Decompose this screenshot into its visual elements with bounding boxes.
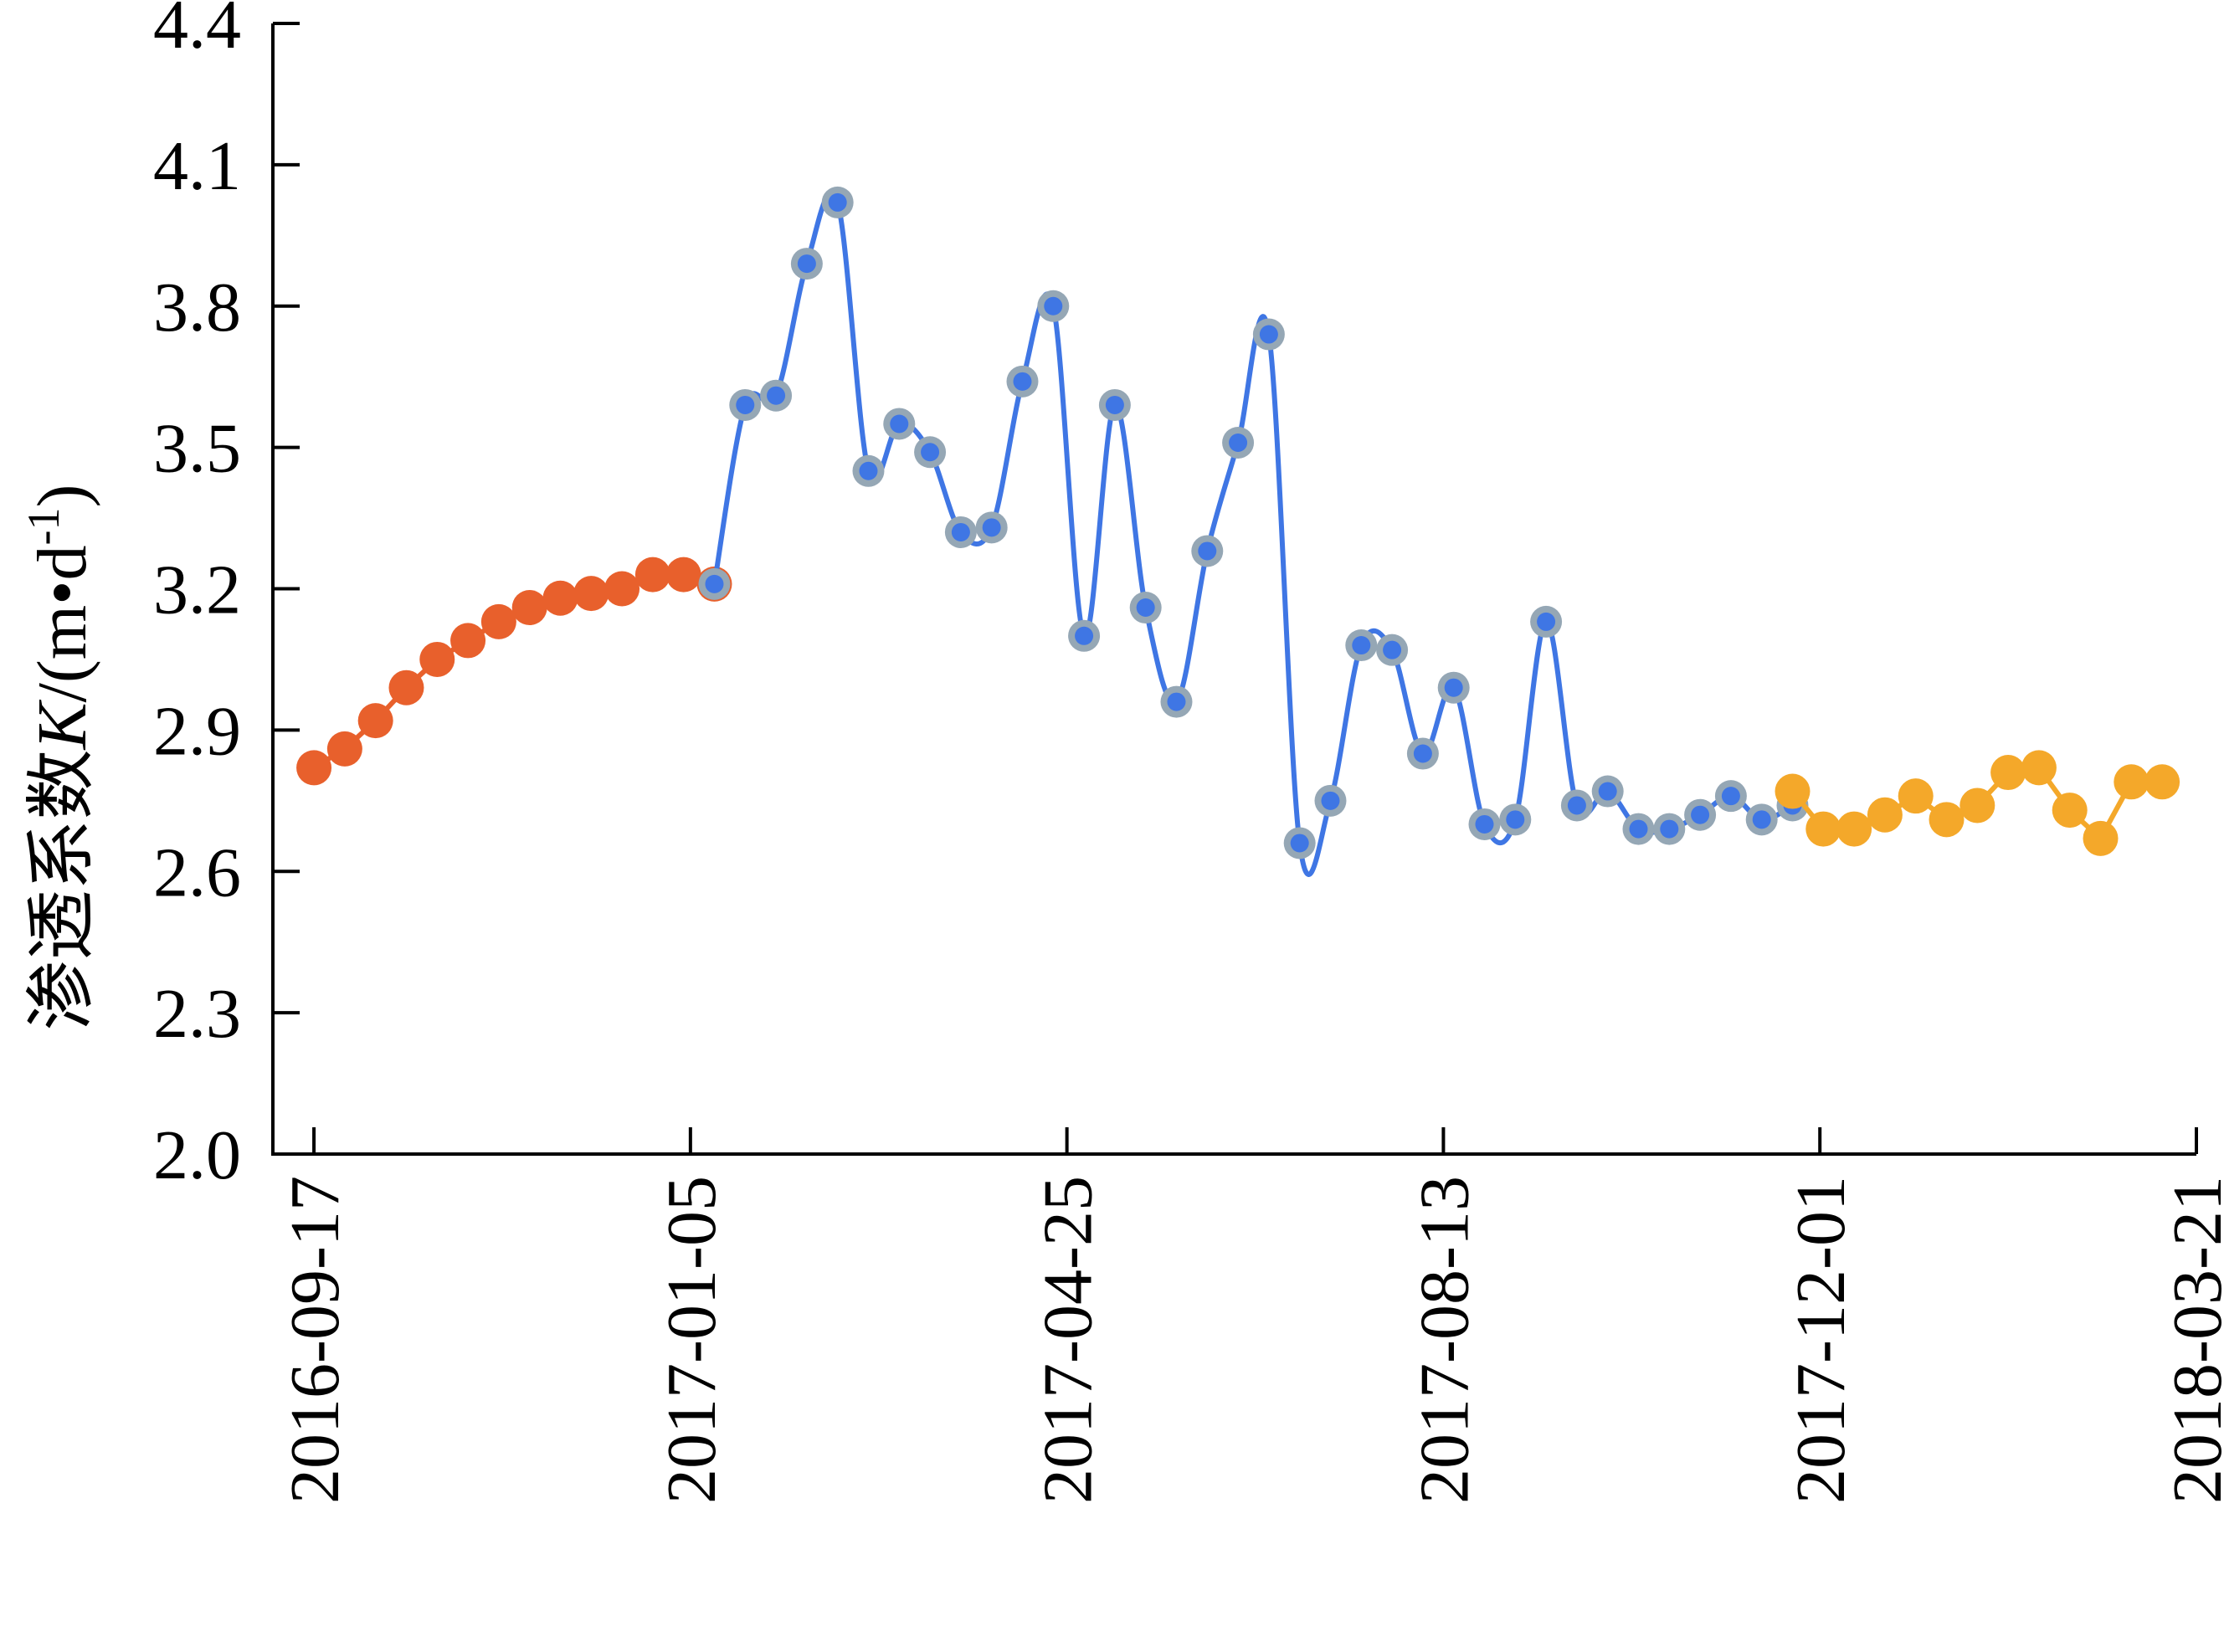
data-point xyxy=(1290,834,1309,853)
data-point xyxy=(1444,678,1463,697)
data-point xyxy=(604,571,640,607)
data-point xyxy=(1691,805,1710,824)
data-point xyxy=(1075,626,1094,645)
x-tick-label: 2017-04-25 xyxy=(1030,1176,1107,1504)
data-point xyxy=(859,461,878,480)
data-point xyxy=(1567,796,1586,815)
x-tick-label: 2016-09-17 xyxy=(276,1176,354,1504)
data-point xyxy=(828,192,847,212)
data-point xyxy=(1198,541,1217,561)
x-ticks: 2016-09-17 2017-01-05 2017-04-25 2017-08-13… xyxy=(276,1127,2224,1504)
data-point xyxy=(767,386,786,405)
data-point xyxy=(1352,636,1371,655)
data-point xyxy=(511,590,547,626)
series-3 xyxy=(1775,750,2180,856)
data-point xyxy=(450,623,486,659)
data-point xyxy=(1867,797,1903,833)
data-point xyxy=(1321,791,1340,810)
series-2-line xyxy=(711,190,1794,877)
data-point xyxy=(1752,810,1771,829)
series-layer xyxy=(296,186,2180,877)
y-tick-label: 2.6 xyxy=(153,834,241,911)
y-tick-label: 3.8 xyxy=(153,269,241,346)
data-point xyxy=(634,557,670,593)
y-tick-label: 3.2 xyxy=(153,552,241,629)
data-point xyxy=(982,518,1001,537)
data-point xyxy=(1506,810,1525,829)
data-point xyxy=(1383,640,1402,659)
data-point xyxy=(1475,814,1494,834)
data-point xyxy=(2021,750,2057,786)
x-tick-label: 2017-12-01 xyxy=(1782,1176,1860,1504)
data-point xyxy=(357,703,393,739)
y-axis-label-symbol: K xyxy=(23,700,101,751)
data-point xyxy=(1660,819,1679,839)
y-axis-label-unit: /(m•d xyxy=(23,545,101,702)
y-tick-label: 2.9 xyxy=(153,692,241,770)
data-point xyxy=(736,395,755,414)
data-point xyxy=(797,254,816,274)
x-tick-label: 2017-08-13 xyxy=(1405,1176,1483,1504)
data-point xyxy=(1929,802,1965,838)
data-point xyxy=(419,641,455,677)
data-point xyxy=(326,731,362,767)
data-point xyxy=(1229,433,1248,452)
data-point xyxy=(573,576,609,612)
data-point xyxy=(951,522,970,541)
data-point xyxy=(2144,764,2180,800)
series-1 xyxy=(296,557,732,786)
data-point xyxy=(1775,773,1811,809)
data-point xyxy=(480,603,516,639)
data-point xyxy=(921,443,940,462)
data-point xyxy=(705,574,724,593)
y-tick-label: 4.1 xyxy=(153,127,241,205)
data-point xyxy=(1013,372,1032,391)
data-point xyxy=(1805,811,1841,847)
y-axis-label-sup: -1 xyxy=(18,507,69,545)
data-point xyxy=(1413,744,1432,763)
x-tick-label: 2018-03-21 xyxy=(2159,1176,2224,1504)
data-point xyxy=(2052,793,2088,829)
y-axis-label-close: ) xyxy=(23,484,101,507)
data-point xyxy=(1167,692,1186,711)
data-point xyxy=(890,414,909,434)
y-tick-label: 4.4 xyxy=(153,0,241,64)
data-point xyxy=(1598,782,1617,801)
y-tick-label: 3.5 xyxy=(153,410,241,488)
data-point xyxy=(1105,395,1124,414)
data-point xyxy=(2083,820,2119,856)
data-point xyxy=(1721,787,1740,806)
data-point xyxy=(1259,325,1278,344)
data-point xyxy=(1136,598,1155,618)
y-axis-label: 渗透系数K/(m•d-1) xyxy=(18,484,101,1030)
data-point xyxy=(1044,296,1063,316)
y-tick-label: 2.3 xyxy=(153,975,241,1053)
data-point xyxy=(1537,612,1556,631)
data-point xyxy=(296,750,332,786)
y-ticks: 2.0 2.3 2.6 2.9 3.2 3.5 3.8 4.1 4.4 xyxy=(153,0,300,1194)
data-point xyxy=(1959,788,1995,823)
series-2 xyxy=(698,186,1809,877)
data-point xyxy=(1990,755,2026,791)
data-point xyxy=(542,580,578,616)
x-tick-label: 2017-01-05 xyxy=(653,1176,731,1504)
data-point xyxy=(665,557,701,593)
y-axis-label-text: 渗透系数 xyxy=(23,750,101,1031)
y-tick-label: 2.0 xyxy=(153,1116,241,1194)
data-point xyxy=(1898,778,1934,814)
data-point xyxy=(1629,819,1648,839)
data-point xyxy=(1836,811,1872,847)
data-point xyxy=(388,670,424,705)
data-point xyxy=(2114,764,2150,800)
